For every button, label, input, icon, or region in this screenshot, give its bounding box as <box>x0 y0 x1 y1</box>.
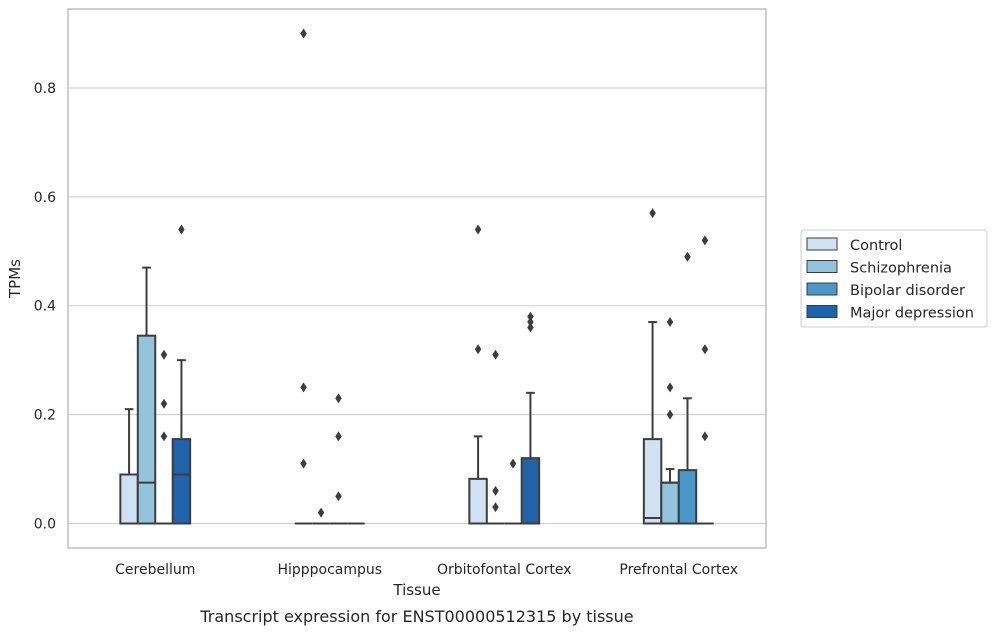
x-axis-title: Tissue <box>392 581 440 599</box>
plot-frame <box>67 8 767 549</box>
box <box>468 477 488 525</box>
legend-frame <box>800 229 988 328</box>
legend-swatch <box>806 260 838 273</box>
box-group <box>136 266 157 525</box>
legend-swatch <box>806 305 838 318</box>
outlier-point <box>335 491 342 502</box>
outlier-point <box>178 224 185 235</box>
box-group <box>486 349 505 525</box>
outlier-point <box>509 458 517 469</box>
outlier-point <box>335 431 342 442</box>
x-tick-label: Prefrontal Cortex <box>619 562 738 578</box>
outlier-point <box>474 344 482 355</box>
outlier-point <box>701 431 709 442</box>
outlier-point <box>300 458 307 469</box>
box <box>677 469 698 525</box>
outlier-point <box>527 322 534 333</box>
box <box>136 334 157 525</box>
box-group <box>155 349 173 525</box>
box <box>520 457 541 525</box>
box <box>660 481 680 525</box>
box-group <box>504 458 522 525</box>
outlier-point <box>527 311 534 322</box>
box-group <box>642 208 663 525</box>
outlier-point <box>666 317 674 328</box>
legend-label: Major depression <box>850 306 974 322</box>
box-group <box>520 311 541 525</box>
box-group <box>171 224 192 525</box>
outlier-point <box>300 28 307 39</box>
outlier-point <box>300 382 307 393</box>
y-axis-title: TPMs <box>6 259 24 299</box>
y-tick-labels: 0.0 0.2 0.4 0.6 0.8 <box>34 81 56 533</box>
outlier-point <box>527 317 534 328</box>
outlier-point <box>474 224 482 235</box>
marks-layer <box>119 28 714 525</box>
box <box>119 473 139 525</box>
y-tick-label: 0.8 <box>34 81 56 97</box>
legend: Control Schizophrenia Bipolar disorder Majo… <box>800 229 988 328</box>
outlier-point <box>701 235 709 246</box>
outlier-point <box>492 502 499 513</box>
box-group <box>468 224 488 525</box>
box-group <box>696 235 714 525</box>
legend-swatch <box>806 237 838 251</box>
outlier-point <box>335 393 342 404</box>
box <box>642 438 663 525</box>
legend-swatch <box>806 282 838 296</box>
x-tick-label: Cerebellum <box>115 562 195 578</box>
y-tick-label: 0.0 <box>34 517 56 533</box>
box-group <box>677 251 698 525</box>
outlier-point <box>160 349 168 360</box>
outlier-point <box>492 349 499 360</box>
outlier-point <box>666 382 674 393</box>
outlier-point <box>684 251 691 262</box>
x-tick-labels: Cerebellum Hipppocampus Orbitofontal Corte… <box>115 562 738 578</box>
outlier-point <box>317 507 325 518</box>
outlier-point <box>492 485 499 496</box>
x-tick-label: Orbitofontal Cortex <box>437 562 572 578</box>
y-tick-label: 0.2 <box>34 408 56 424</box>
outlier-point <box>701 344 709 355</box>
outlier-point <box>666 409 674 420</box>
outlier-point <box>160 431 168 442</box>
box <box>171 438 192 525</box>
legend-label: Schizophrenia <box>850 261 952 277</box>
legend-label: Bipolar disorder <box>850 283 965 299</box>
x-tick-label: Hipppocampus <box>277 562 382 578</box>
outlier-point <box>649 208 656 219</box>
outlier-point <box>160 398 168 409</box>
box-group <box>329 393 348 525</box>
legend-label: Control <box>850 238 902 254</box>
box-group <box>294 28 313 525</box>
box-group <box>312 507 330 525</box>
y-tick-label: 0.4 <box>34 299 56 315</box>
y-tick-label: 0.6 <box>34 190 56 206</box>
chart-caption: Transcript expression for ENST0000051231… <box>199 607 633 626</box>
